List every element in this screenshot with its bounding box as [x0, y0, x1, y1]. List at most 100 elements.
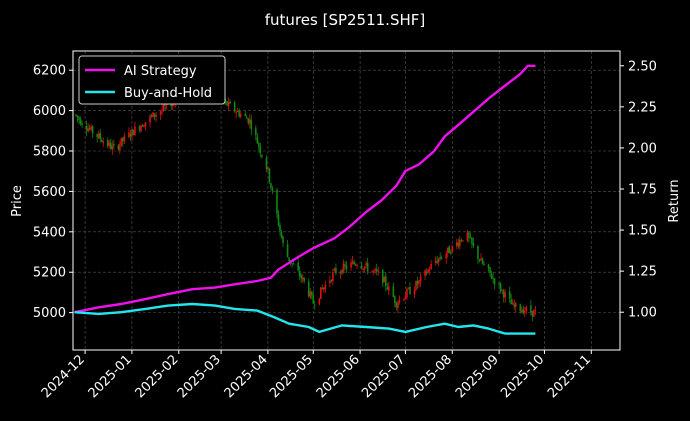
- price-candle-body: [377, 271, 380, 273]
- price-candle-body: [138, 126, 141, 130]
- price-candle-body: [522, 309, 525, 314]
- price-candle-body: [524, 311, 526, 313]
- price-candle-body: [310, 292, 313, 296]
- price-candle-body: [427, 269, 429, 273]
- price-candle-body: [430, 264, 432, 270]
- price-candle-body: [235, 112, 237, 114]
- price-candle-body: [79, 119, 82, 125]
- price-candle-body: [501, 289, 503, 291]
- price-candle-body: [428, 270, 431, 272]
- price-candle-body: [91, 126, 94, 134]
- price-candle-body: [301, 277, 304, 280]
- price-candle-body: [366, 262, 369, 272]
- price-candle-body: [462, 240, 464, 242]
- price-candle-body: [477, 245, 479, 259]
- price-candle-body: [321, 287, 324, 289]
- price-candle-body: [323, 287, 325, 290]
- price-candle-body: [360, 265, 363, 269]
- price-candle-body: [388, 286, 390, 291]
- price-candle-body: [342, 263, 345, 273]
- price-candle-body: [372, 270, 375, 272]
- series-lines: [74, 64, 536, 335]
- price-candle-body: [471, 237, 473, 244]
- price-candle-body: [119, 144, 121, 151]
- price-candle-body: [288, 257, 290, 261]
- price-candle-body: [129, 133, 132, 137]
- price-candle-body: [267, 167, 269, 170]
- price-candle-body: [132, 129, 135, 136]
- price-candle-body: [498, 283, 500, 285]
- price-candle-body: [398, 299, 401, 303]
- price-candle-body: [255, 128, 257, 136]
- price-candle-body: [448, 246, 451, 254]
- price-candle-body: [153, 113, 156, 117]
- price-candle-body: [245, 117, 248, 119]
- price-candles: [75, 85, 537, 322]
- price-candle-body: [384, 276, 387, 287]
- price-candle-body: [354, 264, 357, 266]
- y-axis-left-label: Price: [10, 185, 25, 217]
- price-candle-body: [120, 137, 123, 146]
- price-candle-body: [282, 236, 284, 244]
- price-candle-body: [333, 268, 336, 271]
- price-candle-body: [330, 279, 333, 281]
- price-candle-body: [244, 113, 247, 117]
- price-candle-body: [534, 310, 537, 312]
- price-candle-body: [365, 263, 367, 266]
- price-candle-body: [341, 270, 343, 274]
- y-left-tick-label: 6200: [33, 64, 66, 79]
- price-candle-body: [271, 188, 274, 192]
- price-candle-body: [256, 136, 259, 144]
- plot-frame: [72, 50, 621, 351]
- chart-title: futures [SP2511.SHF]: [265, 11, 425, 29]
- price-candle-body: [90, 126, 92, 130]
- price-candle-body: [229, 101, 231, 104]
- price-candle-body: [309, 291, 312, 298]
- price-candle-body: [277, 214, 280, 226]
- price-candle-body: [530, 305, 532, 313]
- price-candle-body: [415, 281, 417, 291]
- price-candle-body: [356, 265, 358, 267]
- price-candle-body: [280, 232, 283, 238]
- price-candle-body: [404, 296, 407, 300]
- price-candle-body: [386, 287, 389, 290]
- price-candle-body: [446, 247, 449, 253]
- price-candle-body: [519, 304, 522, 312]
- price-candle-body: [520, 310, 523, 313]
- price-candle-body: [472, 243, 475, 246]
- price-candle-body: [480, 258, 482, 261]
- price-candle-body: [394, 296, 396, 303]
- price-candle-body: [238, 111, 241, 117]
- y-left-tick-label: 5600: [33, 185, 66, 200]
- price-candle-body: [270, 183, 272, 188]
- price-candle-body: [128, 132, 130, 138]
- legend-box: [78, 55, 226, 105]
- price-candle-body: [81, 123, 83, 126]
- y-right-tick-label: 2.50: [628, 59, 657, 74]
- price-candle-body: [96, 134, 98, 138]
- price-candle-body: [258, 143, 260, 148]
- price-candle-body: [76, 115, 79, 118]
- price-candle-body: [297, 262, 299, 271]
- price-candle-body: [335, 268, 337, 274]
- price-candle-body: [374, 269, 377, 271]
- y-right-tick-label: 1.75: [628, 183, 657, 198]
- y-left-tick-label: 6000: [33, 104, 66, 119]
- price-candle-body: [490, 274, 493, 279]
- price-candle-body: [298, 270, 301, 277]
- price-candle-body: [353, 261, 355, 265]
- price-candle-body: [131, 128, 133, 137]
- price-candle-body: [85, 126, 88, 131]
- price-candle-body: [109, 142, 112, 149]
- price-candle-body: [493, 278, 496, 285]
- line-buy-and-hold: [74, 302, 536, 335]
- price-candle-body: [102, 141, 105, 144]
- price-candle-body: [392, 286, 395, 297]
- price-candle-body: [397, 302, 399, 309]
- price-candle-body: [469, 237, 472, 239]
- price-candle-body: [439, 256, 441, 259]
- price-candle-body: [531, 311, 534, 317]
- price-candle-body: [122, 137, 124, 142]
- y-right-tick-label: 1.25: [628, 265, 657, 280]
- price-candle-body: [510, 299, 513, 305]
